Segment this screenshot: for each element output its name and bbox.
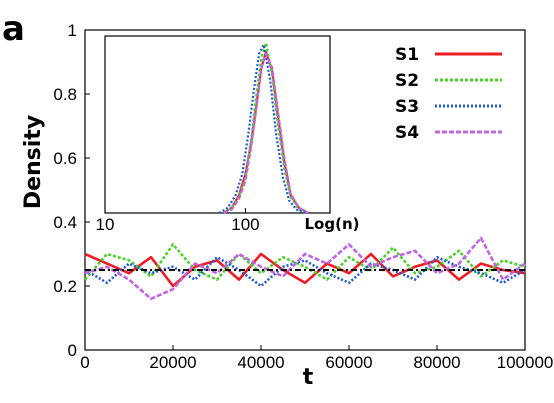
x-tick-label: 0 <box>80 353 89 372</box>
series-line-s2 <box>84 243 526 281</box>
y-tick-label: 0.2 <box>53 277 77 296</box>
y-tick-label: 0 <box>68 341 77 360</box>
legend-label-s2: S2 <box>395 71 419 91</box>
x-tick-label: 20000 <box>149 353 196 372</box>
inset-plot-frame <box>104 35 331 214</box>
y-tick-label: 0.6 <box>53 149 77 168</box>
x-axis-title: t <box>303 365 314 390</box>
inset-x-tick-label: 10 <box>96 215 115 234</box>
x-tick-label: 100000 <box>497 353 554 372</box>
legend-label-s1: S1 <box>395 45 419 65</box>
main-plot-frame <box>84 29 526 351</box>
y-tick-label: 0.8 <box>53 85 77 104</box>
series-line-s4 <box>84 236 526 301</box>
y-tick-label: 0.4 <box>53 213 77 232</box>
series-line-s3 <box>84 255 526 288</box>
inset-x-axis-title: Log(n) <box>305 215 360 233</box>
x-tick-label: 60000 <box>325 353 372 372</box>
x-tick-label: 80000 <box>413 353 460 372</box>
legend-label-s3: S3 <box>395 97 419 117</box>
inset-x-tick-label: 100 <box>231 215 259 234</box>
y-axis-title: Density <box>21 115 46 209</box>
y-tick-label: 1 <box>68 21 77 40</box>
legend-label-s4: S4 <box>395 123 419 143</box>
inset-series-s3 <box>218 43 307 215</box>
inset-series-s4 <box>223 52 309 215</box>
panel-label: a <box>2 9 25 49</box>
x-tick-label: 40000 <box>237 353 284 372</box>
